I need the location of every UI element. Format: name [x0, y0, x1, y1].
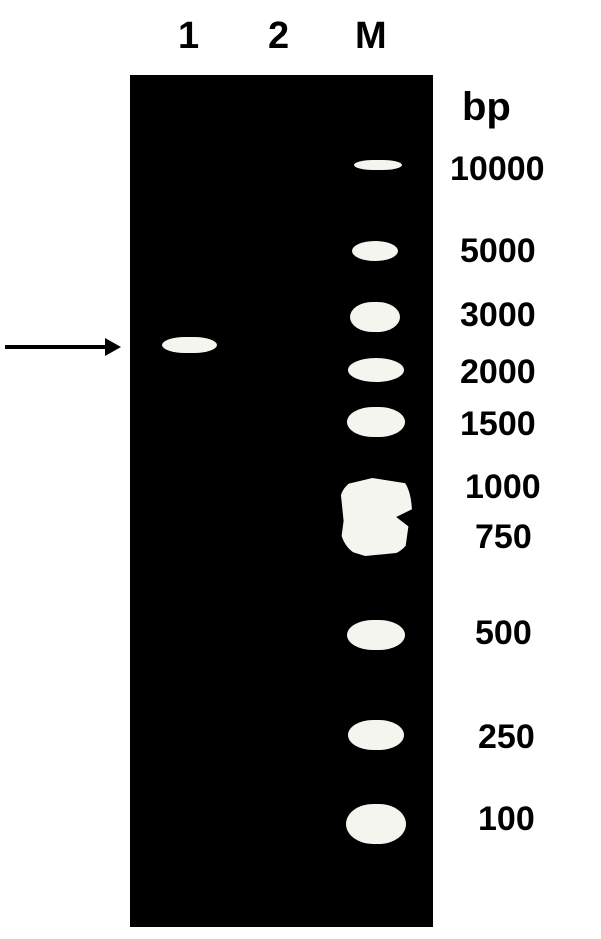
- lane-2-label: 2: [268, 15, 289, 58]
- ladder-label-10000: 10000: [450, 150, 545, 189]
- ladder-label-3000: 3000: [460, 296, 536, 335]
- ladder-band-2000: [348, 358, 404, 382]
- ladder-band-5000: [352, 241, 398, 261]
- sample-band-lane1: [162, 337, 217, 353]
- ladder-band-500: [347, 620, 405, 650]
- ladder-band-1500: [347, 407, 405, 437]
- ladder-label-100: 100: [478, 800, 535, 839]
- lane-1-label: 1: [178, 15, 199, 58]
- gel-figure: 1 2 M bp 10000 5000 3000 2000 1500 1000 …: [0, 0, 601, 939]
- lane-M-label: M: [355, 15, 387, 58]
- unit-label: bp: [462, 85, 511, 130]
- ladder-band-250: [348, 720, 404, 750]
- ladder-label-250: 250: [478, 718, 535, 757]
- indicator-arrow: [5, 338, 121, 356]
- ladder-label-1500: 1500: [460, 405, 536, 444]
- ladder-label-2000: 2000: [460, 353, 536, 392]
- ladder-label-1000: 1000: [465, 468, 541, 507]
- ladder-band-100: [346, 804, 406, 844]
- ladder-label-5000: 5000: [460, 232, 536, 271]
- ladder-band-3000: [350, 302, 400, 332]
- arrow-line: [5, 345, 105, 349]
- ladder-label-750: 750: [475, 518, 532, 557]
- arrow-head-icon: [105, 338, 121, 356]
- ladder-label-500: 500: [475, 614, 532, 653]
- ladder-band-10000: [354, 160, 402, 170]
